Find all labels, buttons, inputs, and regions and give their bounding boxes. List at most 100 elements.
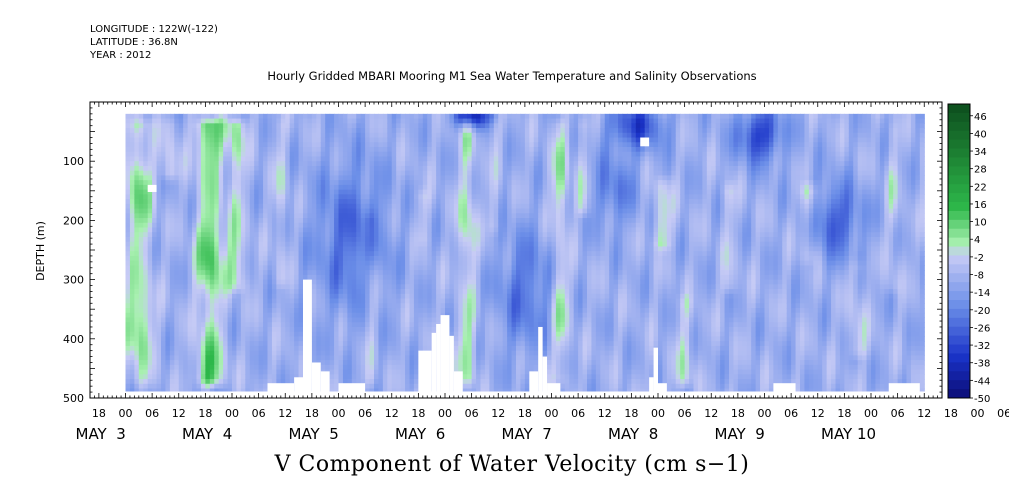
heatmap-cell xyxy=(467,255,473,262)
heatmap-cell xyxy=(427,274,433,281)
heatmap-cell xyxy=(476,336,482,342)
heatmap-cell xyxy=(249,128,255,134)
heatmap-cell xyxy=(334,308,340,314)
heatmap-cell xyxy=(161,284,167,290)
heatmap-cell xyxy=(396,208,402,214)
heatmap-cell xyxy=(369,156,375,162)
heatmap-cell xyxy=(174,170,180,177)
heatmap-cell xyxy=(338,312,344,319)
heatmap-cell xyxy=(196,345,202,352)
heatmap-cell xyxy=(356,255,362,262)
heatmap-cell xyxy=(192,293,198,300)
heatmap-cell xyxy=(134,222,140,229)
heatmap-cell xyxy=(143,289,149,295)
heatmap-cell xyxy=(405,289,411,295)
heatmap-cell xyxy=(316,355,322,361)
heatmap-cell xyxy=(342,132,348,139)
heatmap-cell xyxy=(218,208,224,214)
heatmap-cell xyxy=(271,151,277,158)
heatmap-cell xyxy=(169,379,175,385)
heatmap-cell xyxy=(236,312,242,319)
heatmap-cell xyxy=(440,260,446,266)
heatmap-cell xyxy=(236,180,242,186)
heatmap-cell xyxy=(147,293,153,300)
heatmap-cell xyxy=(240,132,246,139)
heatmap-cell xyxy=(169,265,175,271)
heatmap-cell xyxy=(405,360,411,366)
heatmap-cell xyxy=(223,132,229,139)
heatmap-cell xyxy=(374,284,380,290)
heatmap-cell xyxy=(356,317,362,323)
heatmap-cell xyxy=(338,331,344,338)
heatmap-cell xyxy=(218,194,224,200)
heatmap-cell xyxy=(453,227,459,233)
heatmap-cell xyxy=(125,170,131,177)
heatmap-cell xyxy=(303,260,309,266)
heatmap-cell xyxy=(493,374,499,380)
heatmap-cell xyxy=(387,274,393,281)
heatmap-cell xyxy=(462,270,468,276)
heatmap-cell xyxy=(285,156,291,162)
heatmap-cell xyxy=(342,336,348,342)
heatmap-cell xyxy=(409,284,415,290)
heatmap-cell xyxy=(489,274,495,281)
heatmap-cell xyxy=(365,255,371,262)
heatmap-cell xyxy=(436,184,442,191)
heatmap-cell xyxy=(431,218,437,224)
heatmap-cell xyxy=(129,317,135,323)
heatmap-cell xyxy=(294,165,300,172)
heatmap-cell xyxy=(289,218,295,224)
heatmap-cell xyxy=(258,146,264,153)
heatmap-cell xyxy=(267,326,273,333)
heatmap-cell xyxy=(489,151,495,158)
heatmap-cell xyxy=(223,246,229,252)
heatmap-cell xyxy=(227,293,233,300)
heatmap-cell xyxy=(351,128,357,134)
heatmap-cell xyxy=(183,336,189,342)
heatmap-cell xyxy=(356,312,362,319)
heatmap-cell xyxy=(418,236,424,243)
heatmap-cell xyxy=(289,336,295,342)
heatmap-cell xyxy=(325,170,331,177)
heatmap-cell xyxy=(391,308,397,314)
heatmap-cell xyxy=(351,170,357,177)
heatmap-cell xyxy=(183,118,189,124)
heatmap-cell xyxy=(334,289,340,295)
heatmap-cell xyxy=(374,298,380,304)
heatmap-cell xyxy=(351,326,357,333)
heatmap-cell xyxy=(200,241,206,248)
heatmap-cell xyxy=(378,184,384,191)
heatmap-cell xyxy=(427,165,433,172)
heatmap-cell xyxy=(271,298,277,304)
heatmap-cell xyxy=(493,165,499,172)
heatmap-cell xyxy=(280,208,286,214)
heatmap-cell xyxy=(489,123,495,129)
heatmap-cell xyxy=(400,142,406,148)
heatmap-cell xyxy=(427,213,433,219)
heatmap-cell xyxy=(480,156,486,162)
heatmap-cell xyxy=(249,236,255,243)
heatmap-cell xyxy=(147,142,153,148)
heatmap-cell xyxy=(347,303,353,309)
heatmap-cell xyxy=(178,189,184,195)
heatmap-cell xyxy=(200,194,206,200)
heatmap-cell xyxy=(152,189,158,195)
heatmap-cell xyxy=(183,132,189,139)
heatmap-cell xyxy=(152,388,158,392)
heatmap-cell xyxy=(471,251,477,257)
heatmap-cell xyxy=(396,322,402,328)
heatmap-cell xyxy=(232,260,238,266)
heatmap-cell xyxy=(134,331,140,338)
heatmap-cell xyxy=(143,137,149,143)
heatmap-cell xyxy=(129,298,135,304)
heatmap-cell xyxy=(338,184,344,191)
heatmap-cell xyxy=(192,132,198,139)
heatmap-cell xyxy=(294,203,300,210)
heatmap-cell xyxy=(129,270,135,276)
heatmap-cell xyxy=(338,232,344,238)
heatmap-cell xyxy=(453,142,459,148)
heatmap-cell xyxy=(369,142,375,148)
heatmap-cell xyxy=(289,251,295,257)
heatmap-cell xyxy=(369,194,375,200)
heatmap-cell xyxy=(342,175,348,181)
